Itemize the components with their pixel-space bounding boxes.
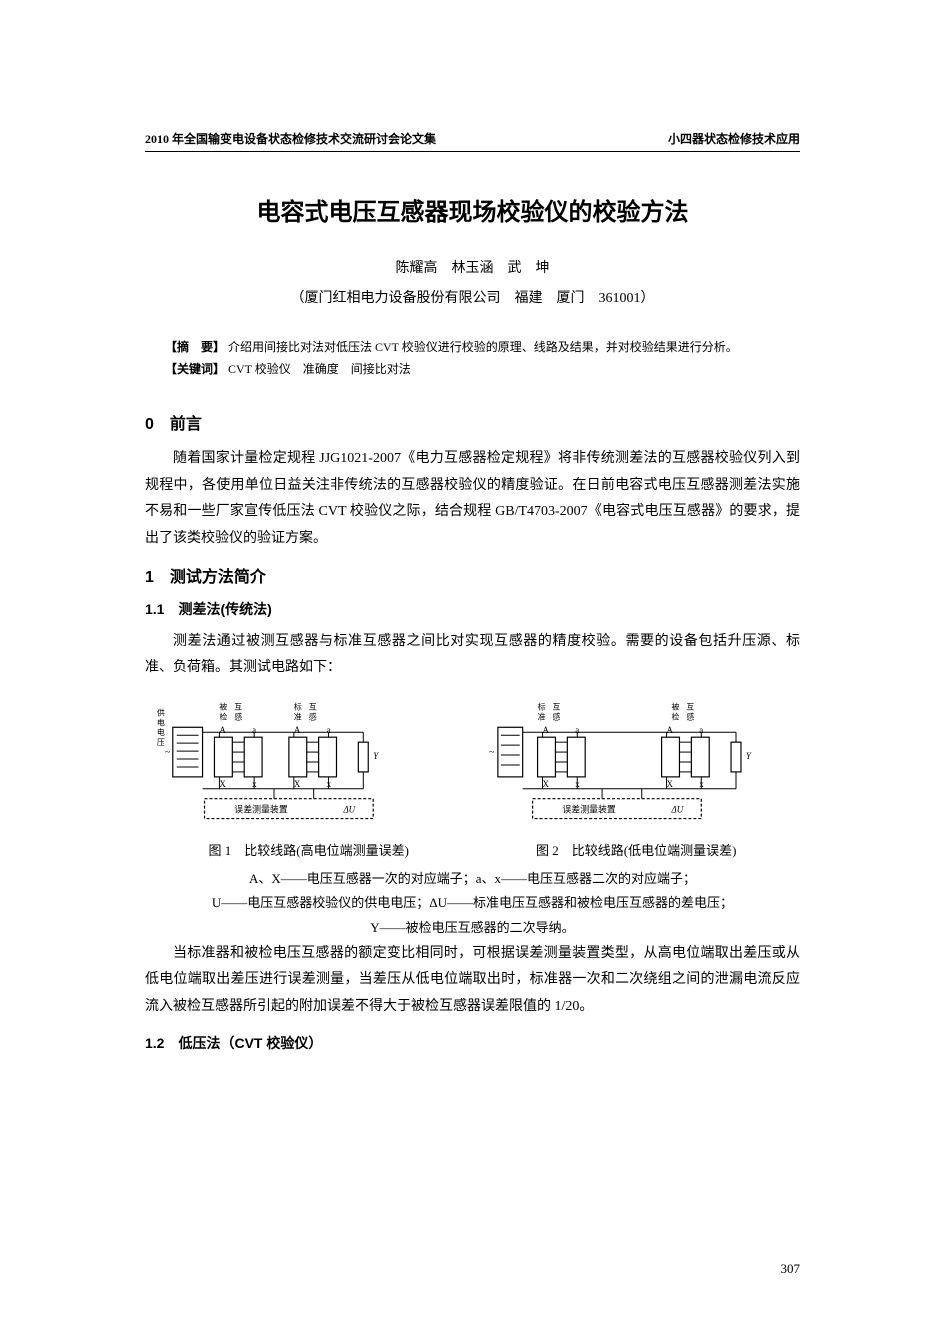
- terminal-A1: A: [219, 725, 226, 735]
- svg-text:电: 电: [157, 717, 165, 727]
- svg-text:互: 互: [234, 702, 242, 711]
- terminal-A2: A: [294, 725, 301, 735]
- svg-text:检: 检: [671, 711, 679, 721]
- load-y: [358, 742, 368, 772]
- abstract-label: 【摘 要】: [165, 340, 225, 354]
- fig2-caption: 图 2 比较线路(低电位端测量误差): [473, 840, 801, 859]
- svg-text:~: ~: [165, 747, 171, 758]
- svg-text:感: 感: [234, 711, 242, 721]
- abstract-block: 【摘 要】 介绍用间接比对法对低压法 CVT 校验仪进行校验的原理、线路及结果，…: [165, 337, 780, 380]
- svg-text:Y: Y: [373, 751, 379, 761]
- section-0-para: 随着国家计量检定规程 JJG1021-2007《电力互感器检定规程》将非传统测差…: [145, 446, 800, 552]
- legend-line-2: U——电压互感器校验仪的供电电压；ΔU——标准电压互感器和被检电压互感器的差电压…: [145, 891, 800, 916]
- abstract-row: 【摘 要】 介绍用间接比对法对低压法 CVT 校验仪进行校验的原理、线路及结果，…: [165, 337, 780, 359]
- svg-text:x: x: [252, 779, 257, 789]
- svg-text:标: 标: [537, 701, 545, 711]
- svg-text:互: 互: [309, 702, 317, 711]
- page-container: 2010 年全国输变电设备状态检修技术交流研讨会论文集 小四器状态检修技术应用 …: [0, 0, 945, 1123]
- section-1-para2: 当标准器和被检电压互感器的额定变比相同时，可根据误差测量装置类型，从高电位端取出…: [145, 941, 800, 1021]
- figure-2: 标 准 互 感 被 检 互 感 ~ A a A a: [483, 697, 801, 832]
- authors: 陈耀高 林玉涵 武 坤: [145, 257, 800, 277]
- legend-line-3: Y——被检电压互感器的二次导纳。: [145, 916, 800, 941]
- svg-text:ΔU: ΔU: [670, 804, 683, 814]
- svg-text:准: 准: [294, 711, 302, 721]
- svg-text:被: 被: [219, 701, 227, 711]
- section-1-1-heading: 1.1 测差法(传统法): [145, 599, 800, 619]
- section-0-heading: 0 前言: [145, 410, 800, 434]
- page-number: 307: [781, 1261, 801, 1277]
- keywords-label: 【关键词】: [165, 362, 225, 376]
- legend-line-1: A、X——电压互感器一次的对应端子；a、x——电压互感器二次的对应端子；: [145, 867, 800, 892]
- keywords-text: CVT 校验仪 准确度 间接比对法: [228, 362, 411, 376]
- svg-text:Y: Y: [745, 751, 751, 761]
- svg-text:感: 感: [552, 711, 560, 721]
- section-1-2-heading: 1.2 低压法（CVT 校验仪）: [145, 1033, 800, 1053]
- svg-text:准: 准: [537, 711, 545, 721]
- fig1-caption: 图 1 比较线路(高电位端测量误差): [145, 840, 473, 859]
- header-right: 小四器状态检修技术应用: [668, 130, 800, 147]
- svg-text:互: 互: [552, 702, 560, 711]
- svg-text:压: 压: [157, 738, 165, 747]
- abstract-text: 介绍用间接比对法对低压法 CVT 校验仪进行校验的原理、线路及结果，并对校验结果…: [228, 340, 738, 354]
- measure-label: 误差测量装置: [234, 803, 288, 814]
- figure-captions: 图 1 比较线路(高电位端测量误差) 图 2 比较线路(低电位端测量误差): [145, 840, 800, 859]
- svg-text:A: A: [666, 725, 673, 735]
- svg-text:X: X: [666, 779, 673, 789]
- svg-text:检: 检: [219, 711, 227, 721]
- figures-row: 供 电 电 压 ~ 被 检 互 感 标 准 互 感: [145, 697, 800, 832]
- figure-1: 供 电 电 压 ~ 被 检 互 感 标 准 互 感: [145, 697, 463, 832]
- paper-title: 电容式电压互感器现场校验仪的校验方法: [145, 192, 800, 227]
- section-1-1-para: 测差法通过被测互感器与标准互感器之间比对实现互感器的精度校验。需要的设备包括升压…: [145, 629, 800, 682]
- svg-text:误差测量装置: 误差测量装置: [562, 803, 616, 814]
- svg-text:x: x: [575, 779, 580, 789]
- label-supply: 供: [157, 707, 165, 717]
- svg-text:被: 被: [671, 701, 679, 711]
- svg-text:X: X: [542, 779, 549, 789]
- svg-text:x: x: [699, 779, 704, 789]
- svg-text:感: 感: [309, 711, 317, 721]
- svg-text:电: 电: [157, 727, 165, 737]
- header-left: 2010 年全国输变电设备状态检修技术交流研讨会论文集: [145, 130, 436, 147]
- running-header: 2010 年全国输变电设备状态检修技术交流研讨会论文集 小四器状态检修技术应用: [145, 130, 800, 152]
- keywords-row: 【关键词】 CVT 校验仪 准确度 间接比对法: [165, 359, 780, 381]
- svg-text:ΔU: ΔU: [342, 804, 355, 814]
- circuit-diagram-2: 标 准 互 感 被 检 互 感 ~ A a A a: [483, 697, 801, 827]
- affiliation: （厦门红相电力设备股份有限公司 福建 厦门 361001）: [145, 287, 800, 307]
- svg-text:x: x: [327, 779, 332, 789]
- svg-text:A: A: [542, 725, 549, 735]
- svg-text:~: ~: [488, 747, 494, 758]
- svg-text:标: 标: [294, 701, 302, 711]
- svg-text:X: X: [294, 779, 301, 789]
- section-1-heading: 1 测试方法简介: [145, 563, 800, 587]
- svg-text:X: X: [219, 779, 226, 789]
- svg-text:互: 互: [686, 702, 694, 711]
- svg-text:感: 感: [686, 711, 694, 721]
- circuit-diagram-1: 供 电 电 压 ~ 被 检 互 感 标 准 互 感: [145, 697, 463, 827]
